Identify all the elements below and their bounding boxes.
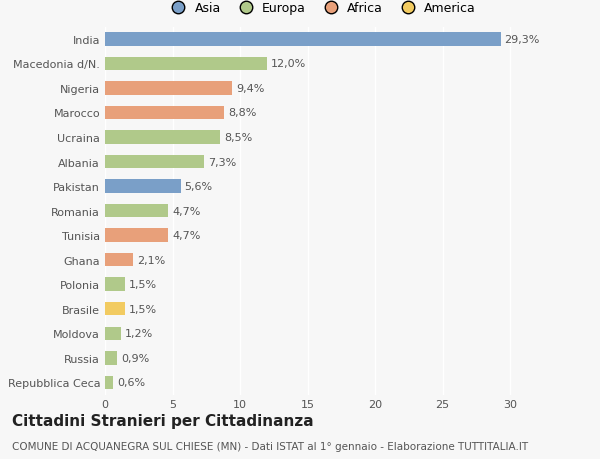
Text: 4,7%: 4,7% bbox=[173, 206, 201, 216]
Text: 2,1%: 2,1% bbox=[137, 255, 166, 265]
Text: 0,9%: 0,9% bbox=[121, 353, 149, 363]
Bar bbox=[105, 180, 181, 193]
Text: 7,3%: 7,3% bbox=[208, 157, 236, 167]
Legend: Asia, Europa, Africa, America: Asia, Europa, Africa, America bbox=[161, 0, 481, 20]
Text: 4,7%: 4,7% bbox=[173, 230, 201, 241]
Text: 1,2%: 1,2% bbox=[125, 329, 154, 339]
Bar bbox=[105, 106, 224, 120]
Bar bbox=[105, 278, 125, 291]
Bar bbox=[105, 204, 169, 218]
Bar bbox=[105, 302, 125, 316]
Bar bbox=[105, 131, 220, 145]
Bar bbox=[105, 33, 500, 46]
Bar bbox=[105, 376, 113, 389]
Text: 5,6%: 5,6% bbox=[185, 182, 213, 192]
Text: 0,6%: 0,6% bbox=[117, 377, 145, 387]
Text: 8,5%: 8,5% bbox=[224, 133, 252, 143]
Bar bbox=[105, 57, 267, 71]
Bar bbox=[105, 82, 232, 95]
Text: 8,8%: 8,8% bbox=[228, 108, 256, 118]
Text: Cittadini Stranieri per Cittadinanza: Cittadini Stranieri per Cittadinanza bbox=[12, 413, 314, 428]
Text: 1,5%: 1,5% bbox=[130, 304, 157, 314]
Text: COMUNE DI ACQUANEGRA SUL CHIESE (MN) - Dati ISTAT al 1° gennaio - Elaborazione T: COMUNE DI ACQUANEGRA SUL CHIESE (MN) - D… bbox=[12, 441, 528, 451]
Bar bbox=[105, 156, 203, 169]
Bar bbox=[105, 351, 117, 365]
Text: 1,5%: 1,5% bbox=[130, 280, 157, 290]
Bar bbox=[105, 229, 169, 242]
Bar bbox=[105, 327, 121, 340]
Text: 9,4%: 9,4% bbox=[236, 84, 265, 94]
Bar bbox=[105, 253, 133, 267]
Text: 29,3%: 29,3% bbox=[505, 35, 540, 45]
Text: 12,0%: 12,0% bbox=[271, 59, 307, 69]
